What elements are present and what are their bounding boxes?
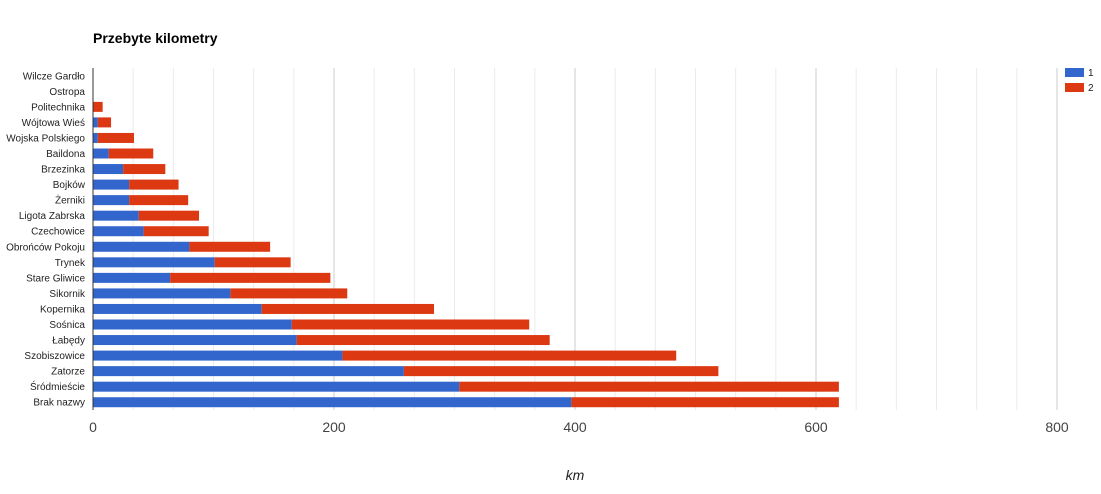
x-tick-label: 0 (89, 419, 97, 435)
bar-series-1-8 (93, 195, 130, 206)
category-label: Trynek (55, 258, 86, 269)
category-label: Żerniki (55, 194, 85, 207)
category-label: Szobiszowice (24, 351, 85, 362)
bar-series-1-16 (93, 319, 292, 330)
bar-series-1-5 (93, 148, 109, 159)
bar-series-2-8 (129, 195, 189, 206)
bar-series-1-18 (93, 350, 343, 361)
chart-title: Przebyte kilometry (93, 30, 218, 46)
x-tick-label: 400 (563, 419, 587, 435)
x-tick-label: 800 (1045, 419, 1069, 435)
legend-label: 1 (1088, 68, 1094, 79)
category-label: Baildona (46, 149, 85, 160)
bar-series-2-4 (97, 132, 134, 143)
bar-series-1-13 (93, 272, 171, 283)
category-label: Wojska Polskiego (6, 133, 85, 144)
category-label: Śródmieście (30, 380, 85, 393)
bar-series-1-21 (93, 397, 572, 408)
bar-series-1-10 (93, 226, 144, 237)
category-label: Ligota Zabrska (19, 211, 86, 222)
category-label: Sikornik (49, 289, 86, 300)
bar-series-2-2 (93, 101, 103, 112)
bar-series-2-14 (230, 288, 348, 299)
category-label: Zatorze (51, 367, 85, 378)
bar-series-2-6 (123, 164, 166, 175)
category-label: Sośnica (49, 320, 85, 331)
category-label: Brak nazwy (33, 398, 85, 409)
bar-series-2-10 (143, 226, 209, 237)
category-label: Czechowice (31, 227, 85, 238)
category-label: Obrońców Pokoju (6, 242, 85, 253)
category-label: Wójtowa Wieś (22, 118, 85, 129)
bar-series-2-21 (571, 397, 839, 408)
x-axis-title: km (566, 467, 585, 483)
bar-series-2-11 (189, 241, 271, 252)
legend-swatch (1065, 68, 1084, 77)
category-label: Łabędy (52, 336, 85, 347)
bar-series-2-18 (342, 350, 677, 361)
bar-series-1-11 (93, 241, 190, 252)
category-label: Stare Gliwice (26, 273, 85, 284)
legend-label: 2 (1088, 83, 1094, 94)
bar-series-1-3 (93, 117, 98, 128)
bar-series-2-20 (459, 381, 839, 392)
bar-series-1-17 (93, 335, 297, 346)
bar-series-2-15 (261, 303, 435, 314)
bar-series-2-5 (108, 148, 154, 159)
bar-series-1-12 (93, 257, 215, 268)
bar-series-1-20 (93, 381, 460, 392)
legend-swatch (1065, 83, 1084, 92)
category-label: Brzezinka (41, 165, 85, 176)
bar-series-1-9 (93, 210, 139, 221)
category-label: Kopernika (40, 304, 85, 315)
category-label: Politechnika (31, 102, 85, 113)
bar-series-1-6 (93, 164, 124, 175)
bar-series-1-7 (93, 179, 130, 190)
bar-series-2-13 (170, 272, 331, 283)
bar-series-2-17 (296, 335, 550, 346)
bar-series-2-16 (291, 319, 530, 330)
bar-series-1-14 (93, 288, 231, 299)
category-label: Ostropa (49, 87, 85, 98)
bar-series-1-19 (93, 366, 404, 377)
bar-series-1-15 (93, 303, 262, 314)
bar-series-2-7 (129, 179, 179, 190)
bar-series-1-4 (93, 132, 98, 143)
bar-series-2-12 (214, 257, 291, 268)
category-label: Wilcze Gardło (23, 71, 86, 82)
category-label: Bojków (53, 180, 86, 191)
x-tick-label: 200 (322, 419, 346, 435)
bar-series-2-3 (97, 117, 112, 128)
bar-series-2-19 (403, 366, 719, 377)
bar-series-2-9 (138, 210, 200, 221)
x-tick-label: 600 (804, 419, 828, 435)
